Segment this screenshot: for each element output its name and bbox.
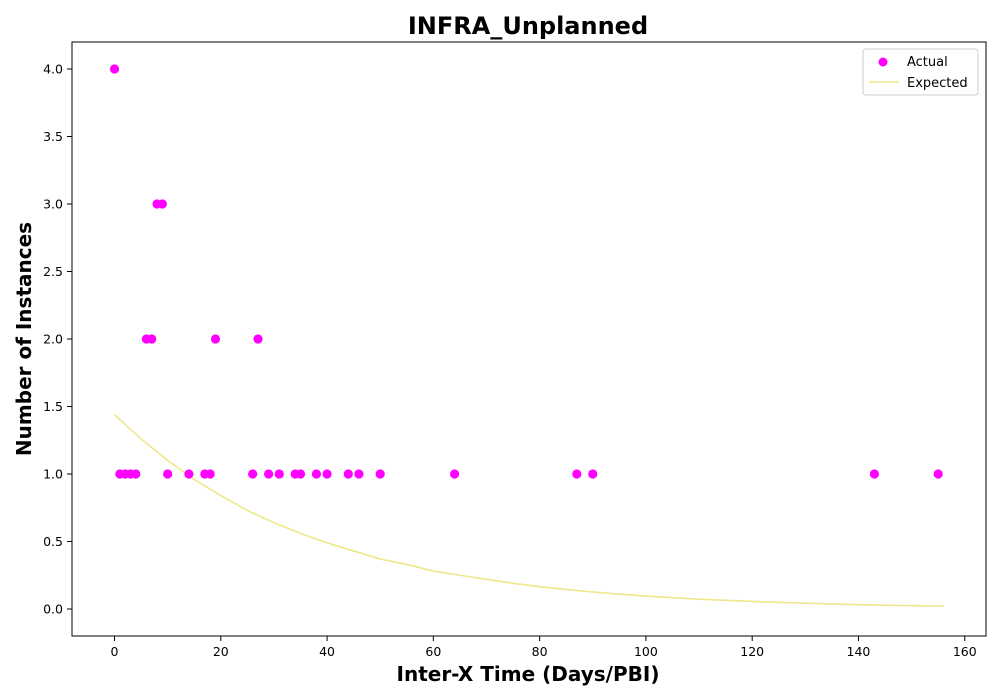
x-tick-label: 100 bbox=[634, 644, 658, 659]
x-tick-label: 120 bbox=[740, 644, 764, 659]
actual-point bbox=[933, 469, 943, 479]
actual-point bbox=[295, 469, 306, 479]
y-tick-label: 1.5 bbox=[43, 399, 63, 414]
y-tick-label: 3.0 bbox=[43, 197, 63, 212]
actual-point bbox=[205, 469, 215, 479]
actual-point bbox=[264, 469, 274, 479]
actual-series bbox=[109, 64, 943, 479]
actual-point bbox=[210, 334, 221, 344]
legend-actual-label: Actual bbox=[907, 55, 948, 70]
y-tick-label: 4.0 bbox=[43, 62, 63, 77]
x-axis: 0 20 40 60 80 100 120 140 160 bbox=[111, 636, 977, 659]
actual-point bbox=[253, 334, 263, 344]
legend-expected-label: Expected bbox=[907, 76, 968, 91]
expected-line bbox=[113, 414, 944, 607]
actual-point bbox=[572, 469, 582, 479]
actual-point bbox=[354, 469, 364, 479]
actual-point bbox=[343, 469, 353, 479]
x-tick-label: 160 bbox=[953, 644, 977, 659]
y-tick-label: 1.0 bbox=[43, 467, 63, 482]
y-tick-label: 2.5 bbox=[43, 264, 63, 279]
x-tick-label: 60 bbox=[425, 644, 441, 659]
legend-box bbox=[862, 48, 979, 96]
y-tick-label: 2.0 bbox=[43, 332, 63, 347]
expected-series bbox=[113, 414, 944, 607]
y-axis-label: Number of Instances bbox=[12, 222, 36, 456]
legend-actual-marker bbox=[878, 57, 888, 67]
actual-point bbox=[450, 469, 460, 479]
actual-point bbox=[311, 469, 322, 479]
chart-title: INFRA_Unplanned bbox=[408, 12, 648, 40]
actual-point bbox=[274, 469, 284, 479]
x-tick-label: 20 bbox=[213, 644, 229, 659]
plot-area bbox=[71, 41, 987, 637]
x-tick-label: 40 bbox=[319, 644, 335, 659]
actual-point bbox=[322, 469, 332, 479]
actual-point bbox=[147, 334, 157, 344]
x-tick-label: 140 bbox=[847, 644, 871, 659]
x-axis-label: Inter-X Time (Days/PBI) bbox=[397, 662, 660, 686]
y-axis: 0.0 0.5 1.0 1.5 2.0 2.5 3.0 3.5 4.0 bbox=[43, 62, 72, 617]
actual-point bbox=[109, 64, 120, 74]
actual-point bbox=[157, 199, 167, 209]
y-tick-label: 0.5 bbox=[43, 534, 63, 549]
legend: Actual Expected bbox=[862, 48, 979, 96]
actual-point bbox=[869, 469, 880, 479]
y-tick-label: 3.5 bbox=[43, 129, 63, 144]
x-tick-label: 80 bbox=[532, 644, 548, 659]
actual-point bbox=[163, 469, 173, 479]
x-tick-label: 0 bbox=[111, 644, 119, 659]
actual-point bbox=[588, 469, 598, 479]
actual-point bbox=[248, 469, 258, 479]
actual-point bbox=[375, 469, 385, 479]
actual-point bbox=[131, 469, 141, 479]
y-tick-label: 0.0 bbox=[43, 602, 63, 617]
actual-point bbox=[184, 469, 194, 479]
